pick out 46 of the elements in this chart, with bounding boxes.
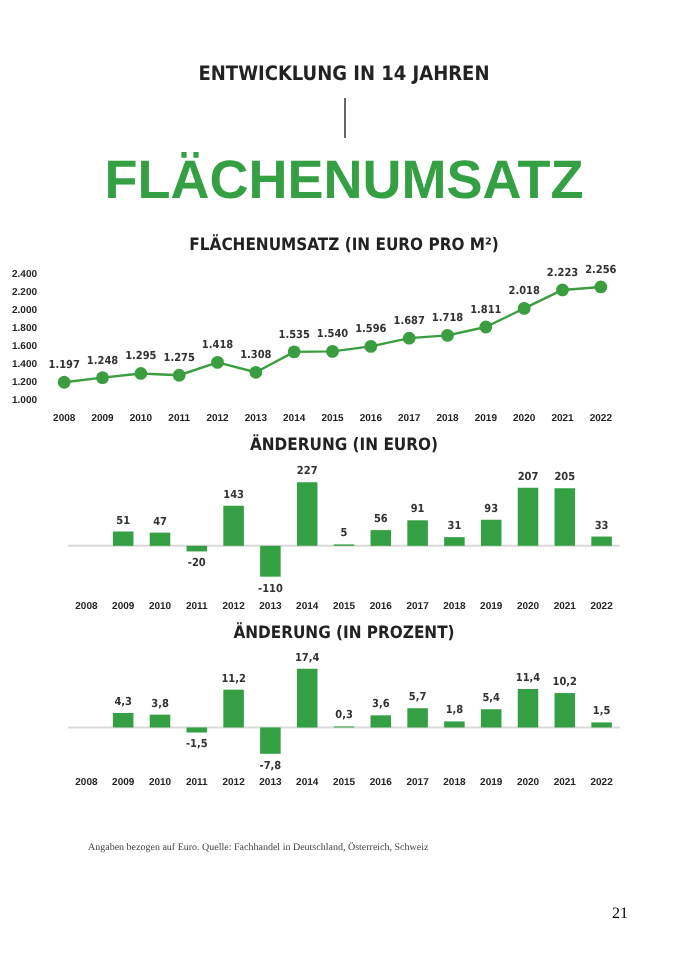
bar (260, 727, 281, 754)
bar (554, 693, 576, 728)
point (364, 339, 378, 353)
point (441, 328, 454, 342)
chart-title: FLÄCHENUMSATZ (IN EURO PRO M²) (187, 236, 501, 260)
bar (407, 520, 428, 546)
point (479, 320, 493, 334)
point (57, 375, 71, 389)
point (326, 345, 339, 358)
point (249, 365, 263, 379)
bar (112, 712, 134, 728)
bar (444, 537, 465, 546)
bar (591, 722, 612, 728)
bar (296, 482, 318, 546)
bar (480, 519, 502, 546)
point (556, 283, 569, 297)
point (172, 368, 186, 382)
text: FLÄCHENUMSATZ (102, 150, 586, 212)
bar (149, 532, 171, 546)
point (594, 280, 608, 294)
chart-title: ÄNDERUNG (IN PROZENT) (231, 624, 457, 648)
point (402, 331, 416, 345)
point (134, 367, 148, 380)
bar (186, 727, 208, 733)
bar (407, 708, 428, 728)
bar (370, 715, 392, 728)
bar (149, 714, 171, 728)
bar (260, 545, 281, 577)
point (211, 355, 224, 369)
bar (480, 709, 502, 728)
bar (591, 536, 612, 546)
bar (223, 505, 244, 546)
point (96, 371, 109, 385)
bar (517, 689, 539, 728)
bar (296, 668, 318, 728)
bar (370, 530, 392, 546)
bar (112, 531, 134, 546)
bar (554, 488, 576, 546)
bar (517, 487, 539, 546)
text: 21 (612, 904, 628, 922)
bar (444, 721, 465, 728)
text: ENTWICKLUNG IN 14 JAHREN (196, 62, 492, 86)
chart-title: ÄNDERUNG (IN EURO) (247, 436, 441, 460)
point (287, 345, 301, 359)
point (517, 301, 531, 315)
bar (223, 689, 244, 728)
